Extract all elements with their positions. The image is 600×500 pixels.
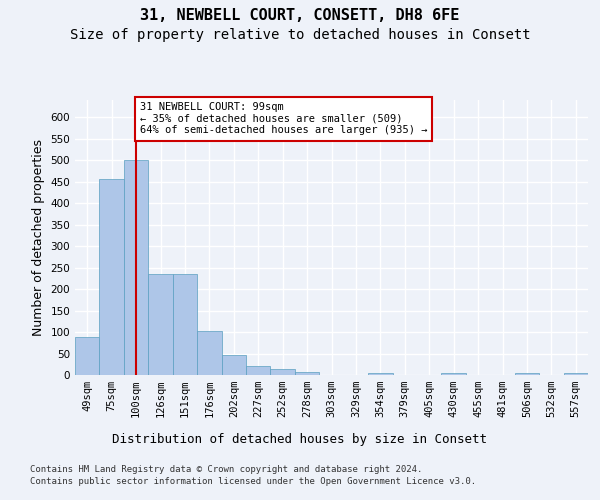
Bar bbox=[563, 374, 588, 375]
Bar bbox=[295, 372, 319, 375]
Text: 31, NEWBELL COURT, CONSETT, DH8 6FE: 31, NEWBELL COURT, CONSETT, DH8 6FE bbox=[140, 8, 460, 22]
Bar bbox=[75, 337, 100, 375]
Bar bbox=[148, 274, 173, 375]
Text: Size of property relative to detached houses in Consett: Size of property relative to detached ho… bbox=[70, 28, 530, 42]
Y-axis label: Number of detached properties: Number of detached properties bbox=[32, 139, 45, 336]
Bar bbox=[271, 370, 295, 375]
Bar bbox=[221, 355, 246, 375]
Bar bbox=[197, 330, 221, 375]
Bar bbox=[515, 374, 539, 375]
Text: Contains HM Land Registry data © Crown copyright and database right 2024.: Contains HM Land Registry data © Crown c… bbox=[30, 465, 422, 474]
Bar bbox=[246, 366, 271, 375]
Bar bbox=[124, 160, 148, 375]
Bar bbox=[368, 373, 392, 375]
Bar bbox=[173, 274, 197, 375]
Text: 31 NEWBELL COURT: 99sqm
← 35% of detached houses are smaller (509)
64% of semi-d: 31 NEWBELL COURT: 99sqm ← 35% of detache… bbox=[140, 102, 427, 136]
Text: Distribution of detached houses by size in Consett: Distribution of detached houses by size … bbox=[113, 432, 487, 446]
Bar bbox=[100, 178, 124, 375]
Bar bbox=[442, 374, 466, 375]
Text: Contains public sector information licensed under the Open Government Licence v3: Contains public sector information licen… bbox=[30, 478, 476, 486]
